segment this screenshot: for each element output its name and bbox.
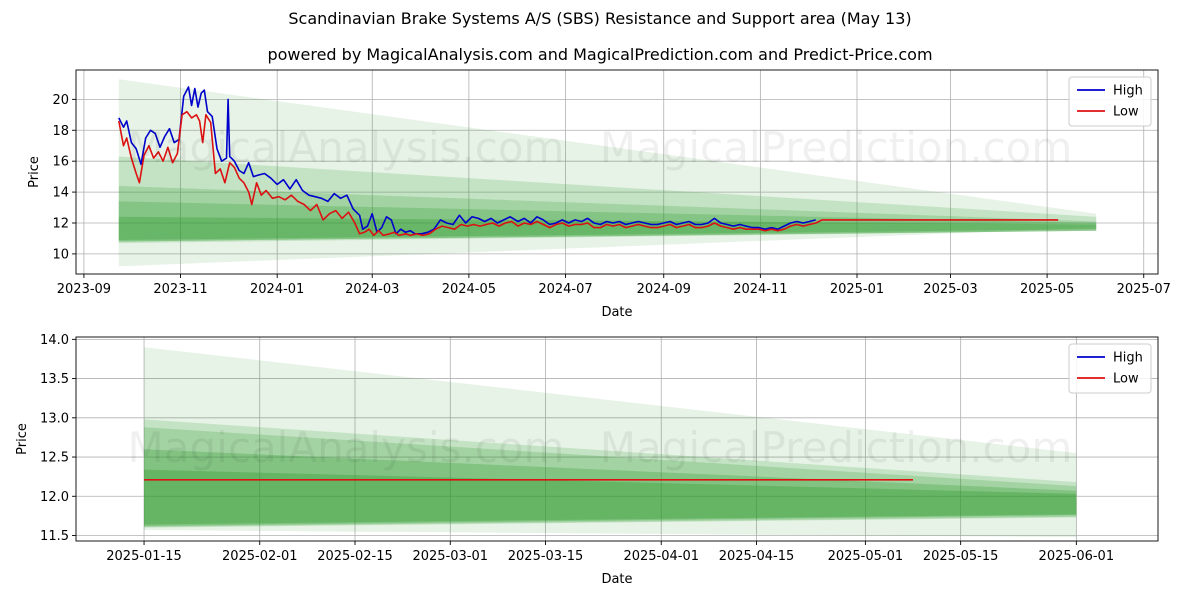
y-tick-label: 12 xyxy=(52,217,69,232)
watermark-text: MagicalPrediction.com xyxy=(600,123,1073,172)
x-tick-label: 2025-01 xyxy=(830,282,884,297)
y-tick-label: 16 xyxy=(52,155,69,170)
y-tick-label: 14.0 xyxy=(40,333,69,348)
legend-label-high: High xyxy=(1113,351,1143,366)
x-tick-label: 2024-01 xyxy=(250,282,304,297)
y-axis-label: Price xyxy=(27,156,42,188)
x-tick-label: 2025-04-15 xyxy=(719,549,795,564)
y-tick-label: 18 xyxy=(52,124,69,139)
chart-panel-1: MagicalAnalysis.com MagicalPrediction.com… xyxy=(27,70,1171,320)
x-tick-label: 2025-04-01 xyxy=(623,549,699,564)
x-tick-label: 2024-11 xyxy=(733,282,787,297)
legend-label-low: Low xyxy=(1113,372,1139,387)
x-tick-label: 2025-01-15 xyxy=(106,549,182,564)
x-tick-label: 2025-05 xyxy=(1020,282,1074,297)
watermark-text: MagicalPrediction.com xyxy=(600,423,1073,472)
chart-canvas: MagicalAnalysis.com MagicalPrediction.com… xyxy=(0,0,1200,600)
x-tick-label: 2024-03 xyxy=(345,282,399,297)
x-tick-label: 2025-02-15 xyxy=(317,549,393,564)
x-tick-label: 2024-07 xyxy=(538,282,592,297)
x-tick-label: 2024-05 xyxy=(442,282,496,297)
x-axis-label: Date xyxy=(601,572,632,587)
x-tick-label: 2024-09 xyxy=(637,282,691,297)
legend-label-high: High xyxy=(1113,84,1143,99)
y-tick-label: 13.5 xyxy=(40,372,69,387)
x-tick-label: 2025-03-01 xyxy=(412,549,488,564)
x-tick-label: 2025-06-01 xyxy=(1039,549,1115,564)
legend-label-low: Low xyxy=(1113,105,1139,120)
legend: High Low xyxy=(1069,344,1151,393)
y-tick-label: 12.5 xyxy=(40,451,69,466)
x-axis-label: Date xyxy=(601,305,632,320)
y-tick-label: 11.5 xyxy=(40,529,69,544)
legend: High Low xyxy=(1069,77,1151,126)
y-tick-label: 13.0 xyxy=(40,411,69,426)
x-tick-label: 2025-02-01 xyxy=(222,549,298,564)
x-tick-label: 2025-03-15 xyxy=(508,549,584,564)
y-tick-label: 10 xyxy=(52,247,69,262)
x-tick-label: 2025-03 xyxy=(923,282,977,297)
x-tick-label: 2023-11 xyxy=(153,282,207,297)
watermark-text: MagicalAnalysis.com xyxy=(128,423,565,472)
y-tick-label: 14 xyxy=(52,186,69,201)
y-tick-label: 12.0 xyxy=(40,490,69,505)
x-tick-label: 2025-05-15 xyxy=(923,549,999,564)
x-tick-label: 2025-05-01 xyxy=(828,549,904,564)
x-tick-label: 2025-07 xyxy=(1117,282,1171,297)
watermark-text: MagicalAnalysis.com xyxy=(128,123,565,172)
plot-area xyxy=(119,79,1096,266)
chart-panel-2: MagicalAnalysis.com MagicalPrediction.com… xyxy=(15,333,1158,587)
y-tick-label: 20 xyxy=(52,93,69,108)
y-axis-label: Price xyxy=(15,423,30,455)
x-tick-label: 2023-09 xyxy=(57,282,111,297)
